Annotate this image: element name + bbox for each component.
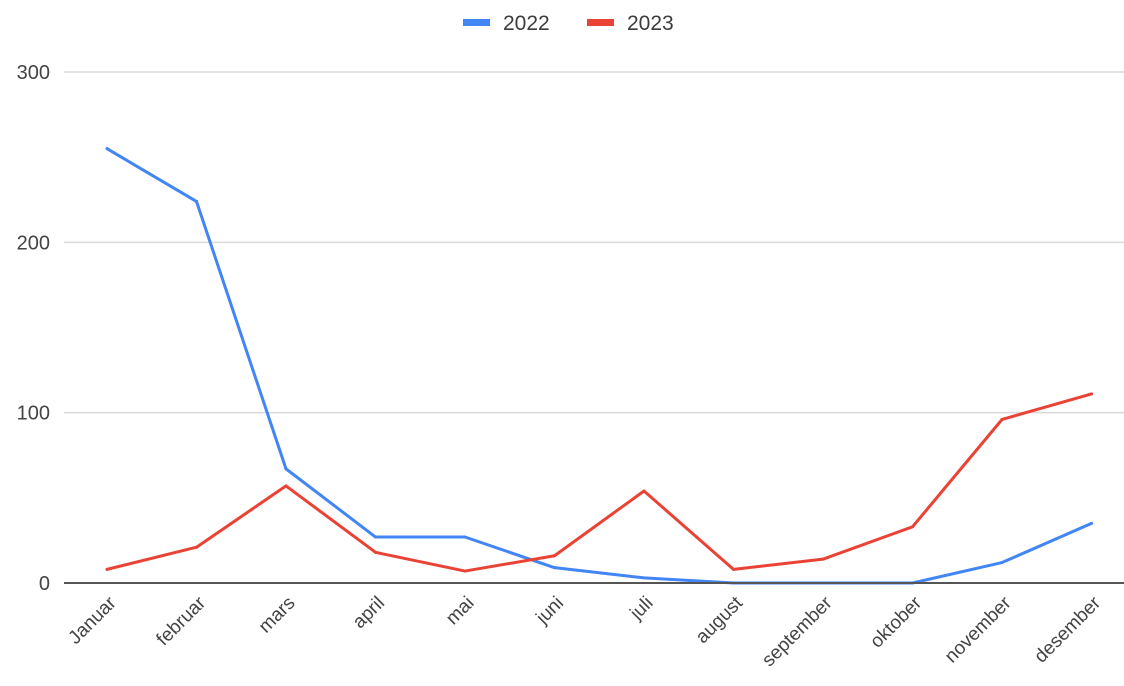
x-tick-label: desember [1030,592,1105,667]
data-point-2022-Januar [105,147,109,151]
data-point-2023-mars [284,484,288,488]
data-point-2023-februar [195,545,198,549]
data-point-2022-juli [642,576,646,580]
data-point-2022-juni [553,566,556,570]
data-point-2023-oktober [911,525,914,529]
x-tick-label: august [692,592,748,648]
legend-label: 2023 [627,12,674,35]
data-point-2023-november [1000,417,1004,421]
x-tick-label: juni [532,593,568,629]
y-tick-label: 300 [17,62,50,84]
y-axis: 0 100 200 300 [17,62,50,595]
data-point-2022-mai [463,535,467,539]
x-tick-label: oktober [866,592,926,652]
x-tick-label: mai [442,593,479,630]
data-point-2022-mars [284,467,288,471]
x-tick-label: november [941,592,1016,667]
chart-gridlines [64,71,1124,414]
x-tick-label: februar [153,592,211,650]
x-tick-label: Januar [65,592,121,648]
data-point-2023-juni [553,554,556,558]
x-tick-label: september [758,592,837,671]
data-point-2023-Januar [105,567,109,571]
data-point-2022-april [374,535,377,539]
data-point-2022-november [1000,561,1004,565]
data-point-2023-april [374,550,377,554]
y-tick-label: 0 [39,573,50,595]
x-tick-label: juli [626,593,658,625]
data-point-2023-mai [463,569,467,573]
y-tick-label: 200 [17,232,50,254]
legend-label: 2022 [503,12,550,35]
legend-item-2023[interactable]: 2023 [587,12,674,35]
y-tick-label: 100 [17,403,50,425]
series-line-2023 [105,392,1093,573]
data-point-2022-desember [1090,521,1093,525]
legend-item-2022[interactable]: 2022 [463,12,550,35]
chart-legend: 2022 2023 [463,12,674,35]
legend-swatch [587,19,614,26]
x-tick-label: april [349,593,389,633]
chart-series [105,147,1093,585]
x-tick-label: mars [255,593,300,638]
data-point-2023-juli [642,489,646,493]
x-axis: Januar februar mars april mai juni juli august s… [64,582,1124,671]
data-point-2023-august [732,567,735,571]
legend-swatch [463,19,490,26]
series-line-2022 [105,147,1093,585]
data-point-2022-februar [195,199,198,203]
data-point-2023-september [821,557,825,561]
data-point-2023-desember [1090,392,1093,396]
